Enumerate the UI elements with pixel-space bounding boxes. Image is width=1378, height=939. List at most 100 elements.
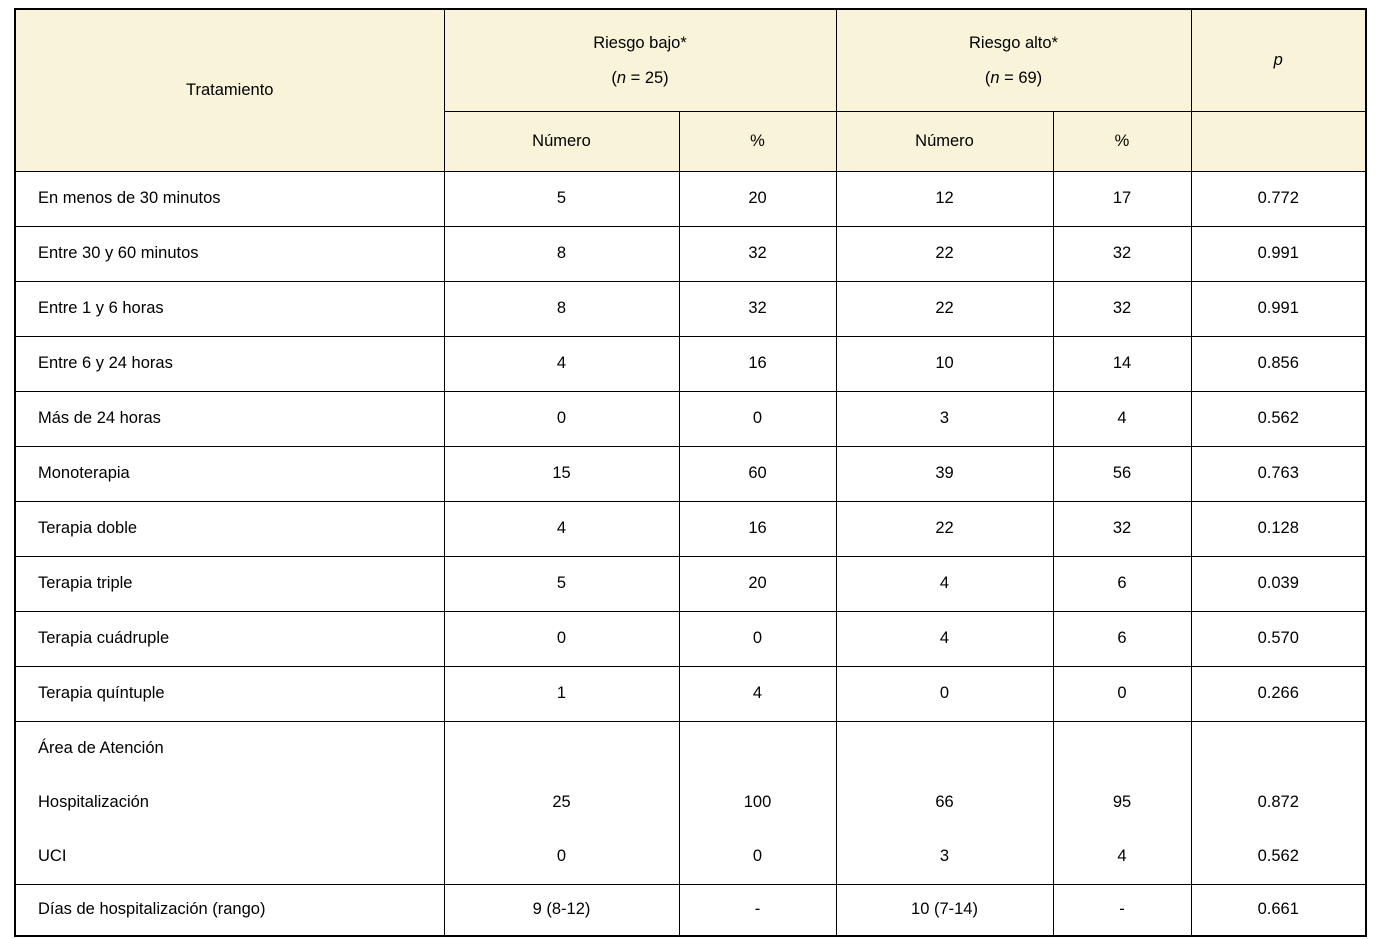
cell-value: 6 <box>1052 610 1192 667</box>
row-label: Entre 1 y 6 horas <box>14 280 445 337</box>
cell-value: 100 <box>743 793 772 811</box>
tratamiento-label: Tratamiento <box>186 80 274 99</box>
header-row-subcolumns: Número % Número % <box>15 110 1367 172</box>
table-row: Terapia triple 5 20 4 6 0.039 <box>14 555 1367 612</box>
cell-value: 25 <box>552 793 571 811</box>
subheader-pct-bajo: % <box>678 110 837 172</box>
table-row: Terapia doble 4 16 22 32 0.128 <box>14 500 1367 557</box>
empty-line <box>445 722 678 776</box>
row-label: En menos de 30 minutos <box>14 170 445 227</box>
row-label: Terapia cuádruple <box>14 610 445 667</box>
cell-value: 32 <box>1052 500 1192 557</box>
n-value: = 69) <box>999 68 1043 87</box>
row-label: Terapia triple <box>14 555 445 612</box>
group-header-riesgo-alto: Riesgo alto* (n = 69) <box>835 8 1192 112</box>
cell-value: 15 <box>443 445 680 502</box>
cell-value: 14 <box>1052 335 1192 392</box>
empty-line <box>1054 722 1190 776</box>
cell-value: 4 <box>835 610 1054 667</box>
row-label: Más de 24 horas <box>14 390 445 447</box>
table-row: Terapia cuádruple 0 0 4 6 0.570 <box>14 610 1367 667</box>
subheader-p-empty <box>1190 110 1367 172</box>
table-row: En menos de 30 minutos 5 20 12 17 0.772 <box>14 170 1367 227</box>
area-block-values: 66 3 <box>835 720 1054 885</box>
table-row: Terapia quíntuple 1 4 0 0 0.266 <box>14 665 1367 722</box>
paren-open: ( <box>611 68 617 87</box>
cell-value: 0 <box>678 610 837 667</box>
cell-value: 32 <box>1052 225 1192 282</box>
cell-value: 22 <box>835 225 1054 282</box>
cell-value: 22 <box>835 500 1054 557</box>
area-block-values: 0.872 0.562 <box>1190 720 1367 885</box>
cell-value: 0.661 <box>1190 883 1367 937</box>
row-label: Entre 6 y 24 horas <box>14 335 445 392</box>
cell-value: 0 <box>835 665 1054 722</box>
cell-value: 4 <box>443 335 680 392</box>
cell-value: 0.991 <box>1190 225 1367 282</box>
cell-value: 1 <box>443 665 680 722</box>
empty-line <box>680 722 835 776</box>
cell-value: 6 <box>1052 555 1192 612</box>
cell-value: 8 <box>443 225 680 282</box>
cell-value: 5 <box>443 170 680 227</box>
header-row-groups: Tratamiento Riesgo bajo* (n = 25) Riesgo… <box>14 8 1367 172</box>
cell-value: 56 <box>1052 445 1192 502</box>
row-label: Monoterapia <box>14 445 445 502</box>
cell-value: 39 <box>835 445 1054 502</box>
cell-value: 0.039 <box>1190 555 1367 612</box>
cell-value: 0 <box>556 847 567 865</box>
riesgo-bajo-title: Riesgo bajo* <box>593 33 687 52</box>
cell-value: 95 <box>1112 793 1132 811</box>
row-label: Terapia doble <box>14 500 445 557</box>
cell-value: 22 <box>835 280 1054 337</box>
cell-value: 32 <box>678 280 837 337</box>
table-row: Más de 24 horas 0 0 3 4 0.562 <box>14 390 1367 447</box>
section-label: Área de Atención <box>38 739 164 757</box>
subheader-numero-alto: Número <box>835 110 1054 172</box>
cell-value: 9 (8-12) <box>443 883 680 937</box>
area-block-values: 95 4 <box>1052 720 1192 885</box>
cell-value: 12 <box>835 170 1054 227</box>
column-header-p: p <box>1190 8 1367 112</box>
column-header-tratamiento: Tratamiento <box>14 8 445 172</box>
cell-value: 0.562 <box>1190 390 1367 447</box>
cell-value: 0.570 <box>1190 610 1367 667</box>
riesgo-alto-n: (n = 69) <box>837 67 1190 89</box>
row-label: Entre 30 y 60 minutos <box>14 225 445 282</box>
n-value: = 25) <box>626 68 669 87</box>
cell-value: 0 <box>678 390 837 447</box>
area-de-atencion-block: Área de Atención Hospitalización UCI 25 … <box>14 720 1367 885</box>
cell-value: 4 <box>678 665 837 722</box>
cell-value: 0 <box>752 847 763 865</box>
cell-value: 66 <box>935 793 954 811</box>
row-label: Hospitalización <box>38 793 149 811</box>
empty-line <box>1192 722 1365 776</box>
area-block-labels: Área de Atención Hospitalización UCI <box>14 720 445 885</box>
row-label: Terapia quíntuple <box>14 665 445 722</box>
table-row-dias-hospitalizacion: Días de hospitalización (rango) 9 (8-12)… <box>14 883 1367 937</box>
cell-value: 10 <box>835 335 1054 392</box>
cell-value: - <box>678 883 837 937</box>
area-block-values: 100 0 <box>678 720 837 885</box>
cell-value: 0.991 <box>1190 280 1367 337</box>
cell-value: 32 <box>1052 280 1192 337</box>
cell-value: 8 <box>443 280 680 337</box>
cell-value: 17 <box>1052 170 1192 227</box>
row-label: Días de hospitalización (rango) <box>14 883 445 937</box>
table-row: Entre 6 y 24 horas 4 16 10 14 0.856 <box>14 335 1367 392</box>
cell-value: 0 <box>443 610 680 667</box>
cell-value: 16 <box>678 335 837 392</box>
cell-value: 4 <box>1117 847 1127 865</box>
cell-value: 0.128 <box>1190 500 1367 557</box>
cell-value: 20 <box>678 555 837 612</box>
cell-value: 0.266 <box>1190 665 1367 722</box>
cell-value: 4 <box>443 500 680 557</box>
table-row: Entre 1 y 6 horas 8 32 22 32 0.991 <box>14 280 1367 337</box>
cell-value: 0.562 <box>1257 847 1299 865</box>
riesgo-bajo-n: (n = 25) <box>445 67 835 89</box>
treatment-comparison-table: Tratamiento Riesgo bajo* (n = 25) Riesgo… <box>14 8 1368 937</box>
cell-value: 0 <box>443 390 680 447</box>
cell-value: 0.856 <box>1190 335 1367 392</box>
cell-value: 10 (7-14) <box>835 883 1054 937</box>
